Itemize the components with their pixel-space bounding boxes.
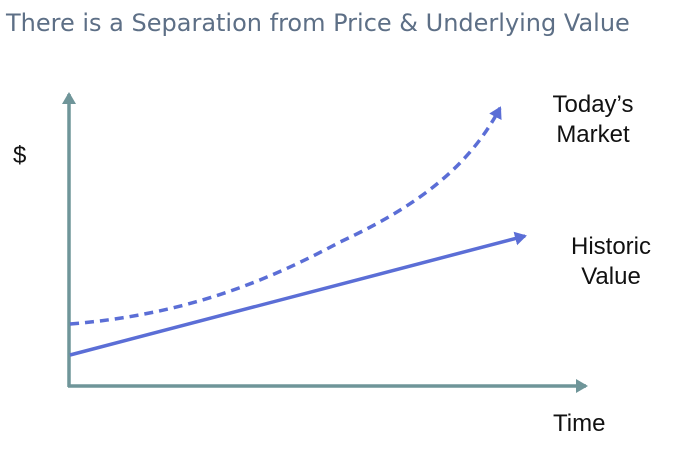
slide-title: There is a Separation from Price & Under… <box>6 9 630 37</box>
x-axis-label: Time <box>553 410 606 437</box>
historic-value-line <box>69 231 527 357</box>
market-label-line-1: Today’s <box>552 91 634 118</box>
historic-label-line-1: Historic <box>570 233 651 260</box>
market-price-curve <box>69 106 502 326</box>
market-label-line-2: Market <box>556 121 630 148</box>
market-curve-label: Today’s Market <box>538 90 648 150</box>
y-axis-label: $ <box>13 142 27 169</box>
historic-label-line-2: Value <box>581 263 641 290</box>
historic-curve-label: Historic Value <box>556 232 666 292</box>
